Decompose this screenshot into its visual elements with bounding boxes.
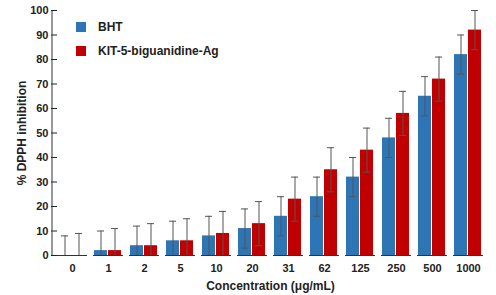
- svg-text:2: 2: [141, 262, 147, 274]
- svg-text:90: 90: [36, 29, 48, 41]
- svg-text:250: 250: [387, 262, 405, 274]
- svg-text:40: 40: [36, 151, 48, 163]
- svg-text:30: 30: [36, 176, 48, 188]
- svg-text:% DPPH inhibition: % DPPH inhibition: [15, 81, 29, 186]
- svg-text:100: 100: [30, 4, 48, 16]
- svg-text:50: 50: [36, 127, 48, 139]
- svg-text:20: 20: [36, 200, 48, 212]
- svg-text:1000: 1000: [456, 262, 480, 274]
- svg-text:80: 80: [36, 53, 48, 65]
- svg-text:31: 31: [282, 262, 294, 274]
- svg-text:1: 1: [105, 262, 111, 274]
- svg-text:10: 10: [210, 262, 222, 274]
- svg-text:0: 0: [69, 262, 75, 274]
- svg-text:10: 10: [36, 225, 48, 237]
- svg-text:Concentration (μg/mL): Concentration (μg/mL): [206, 279, 335, 293]
- svg-text:70: 70: [36, 78, 48, 90]
- svg-text:125: 125: [351, 262, 369, 274]
- svg-text:0: 0: [42, 249, 48, 261]
- svg-text:62: 62: [318, 262, 330, 274]
- svg-text:500: 500: [423, 262, 441, 274]
- html-text:BHT: BHT: [98, 20, 123, 34]
- svg-text:5: 5: [177, 262, 183, 274]
- html-text:KIT-5-biguanidine-Ag: KIT-5-biguanidine-Ag: [98, 44, 219, 58]
- svg-text:60: 60: [36, 102, 48, 114]
- svg-text:20: 20: [246, 262, 258, 274]
